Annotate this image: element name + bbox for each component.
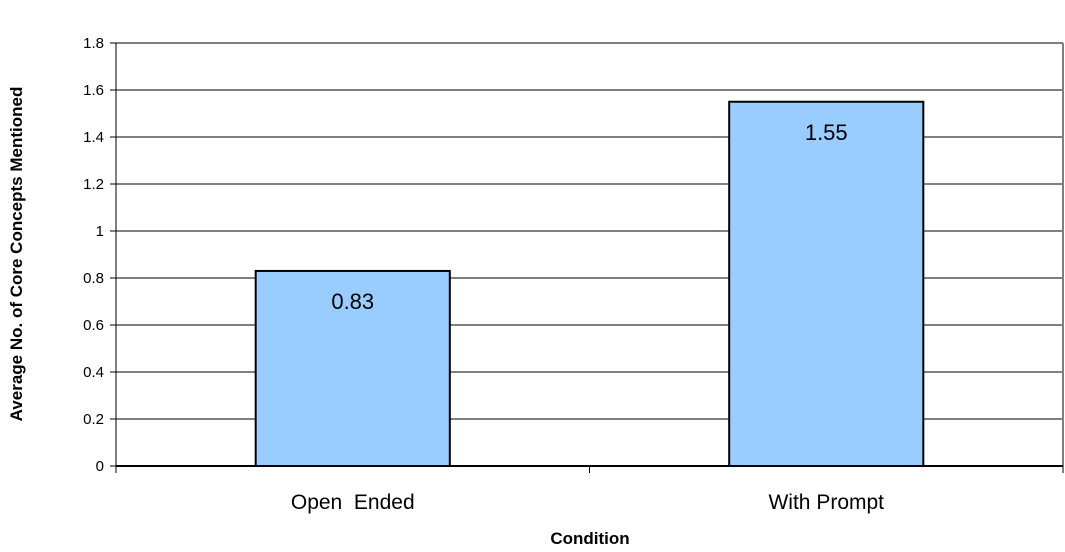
- y-tick-label: 0: [96, 458, 104, 475]
- y-tick-label: 0.8: [83, 270, 104, 287]
- x-tick-labels: Open Ended With Prompt: [115, 466, 1064, 514]
- data-label: 1.55: [805, 120, 848, 145]
- y-tick-label: 0.4: [83, 364, 104, 381]
- y-axis-title: Average No. of Core Concepts Mentioned: [7, 87, 26, 422]
- y-tick-label: 1: [96, 223, 104, 240]
- x-tick-label: With Prompt: [768, 491, 884, 514]
- x-tick-label: Open Ended: [291, 491, 415, 514]
- y-tick-label: 1.8: [83, 35, 104, 52]
- data-label: 0.83: [331, 289, 374, 314]
- y-tick-label: 0.2: [83, 411, 104, 428]
- bar: [254, 269, 451, 468]
- y-tick-label: 1.2: [83, 176, 104, 193]
- y-tick-label: 0.6: [83, 317, 104, 334]
- data-labels: 0.83 1.55: [331, 120, 847, 314]
- y-tick-label: 1.6: [83, 82, 104, 99]
- y-tick-labels: 0 0.2 0.4 0.6 0.8 1 1.2 1.4 1.6 1.8: [83, 35, 116, 475]
- x-axis-title: Condition: [550, 529, 629, 548]
- bars: [254, 100, 925, 468]
- y-tick-label: 1.4: [83, 129, 104, 146]
- bar: [728, 100, 925, 467]
